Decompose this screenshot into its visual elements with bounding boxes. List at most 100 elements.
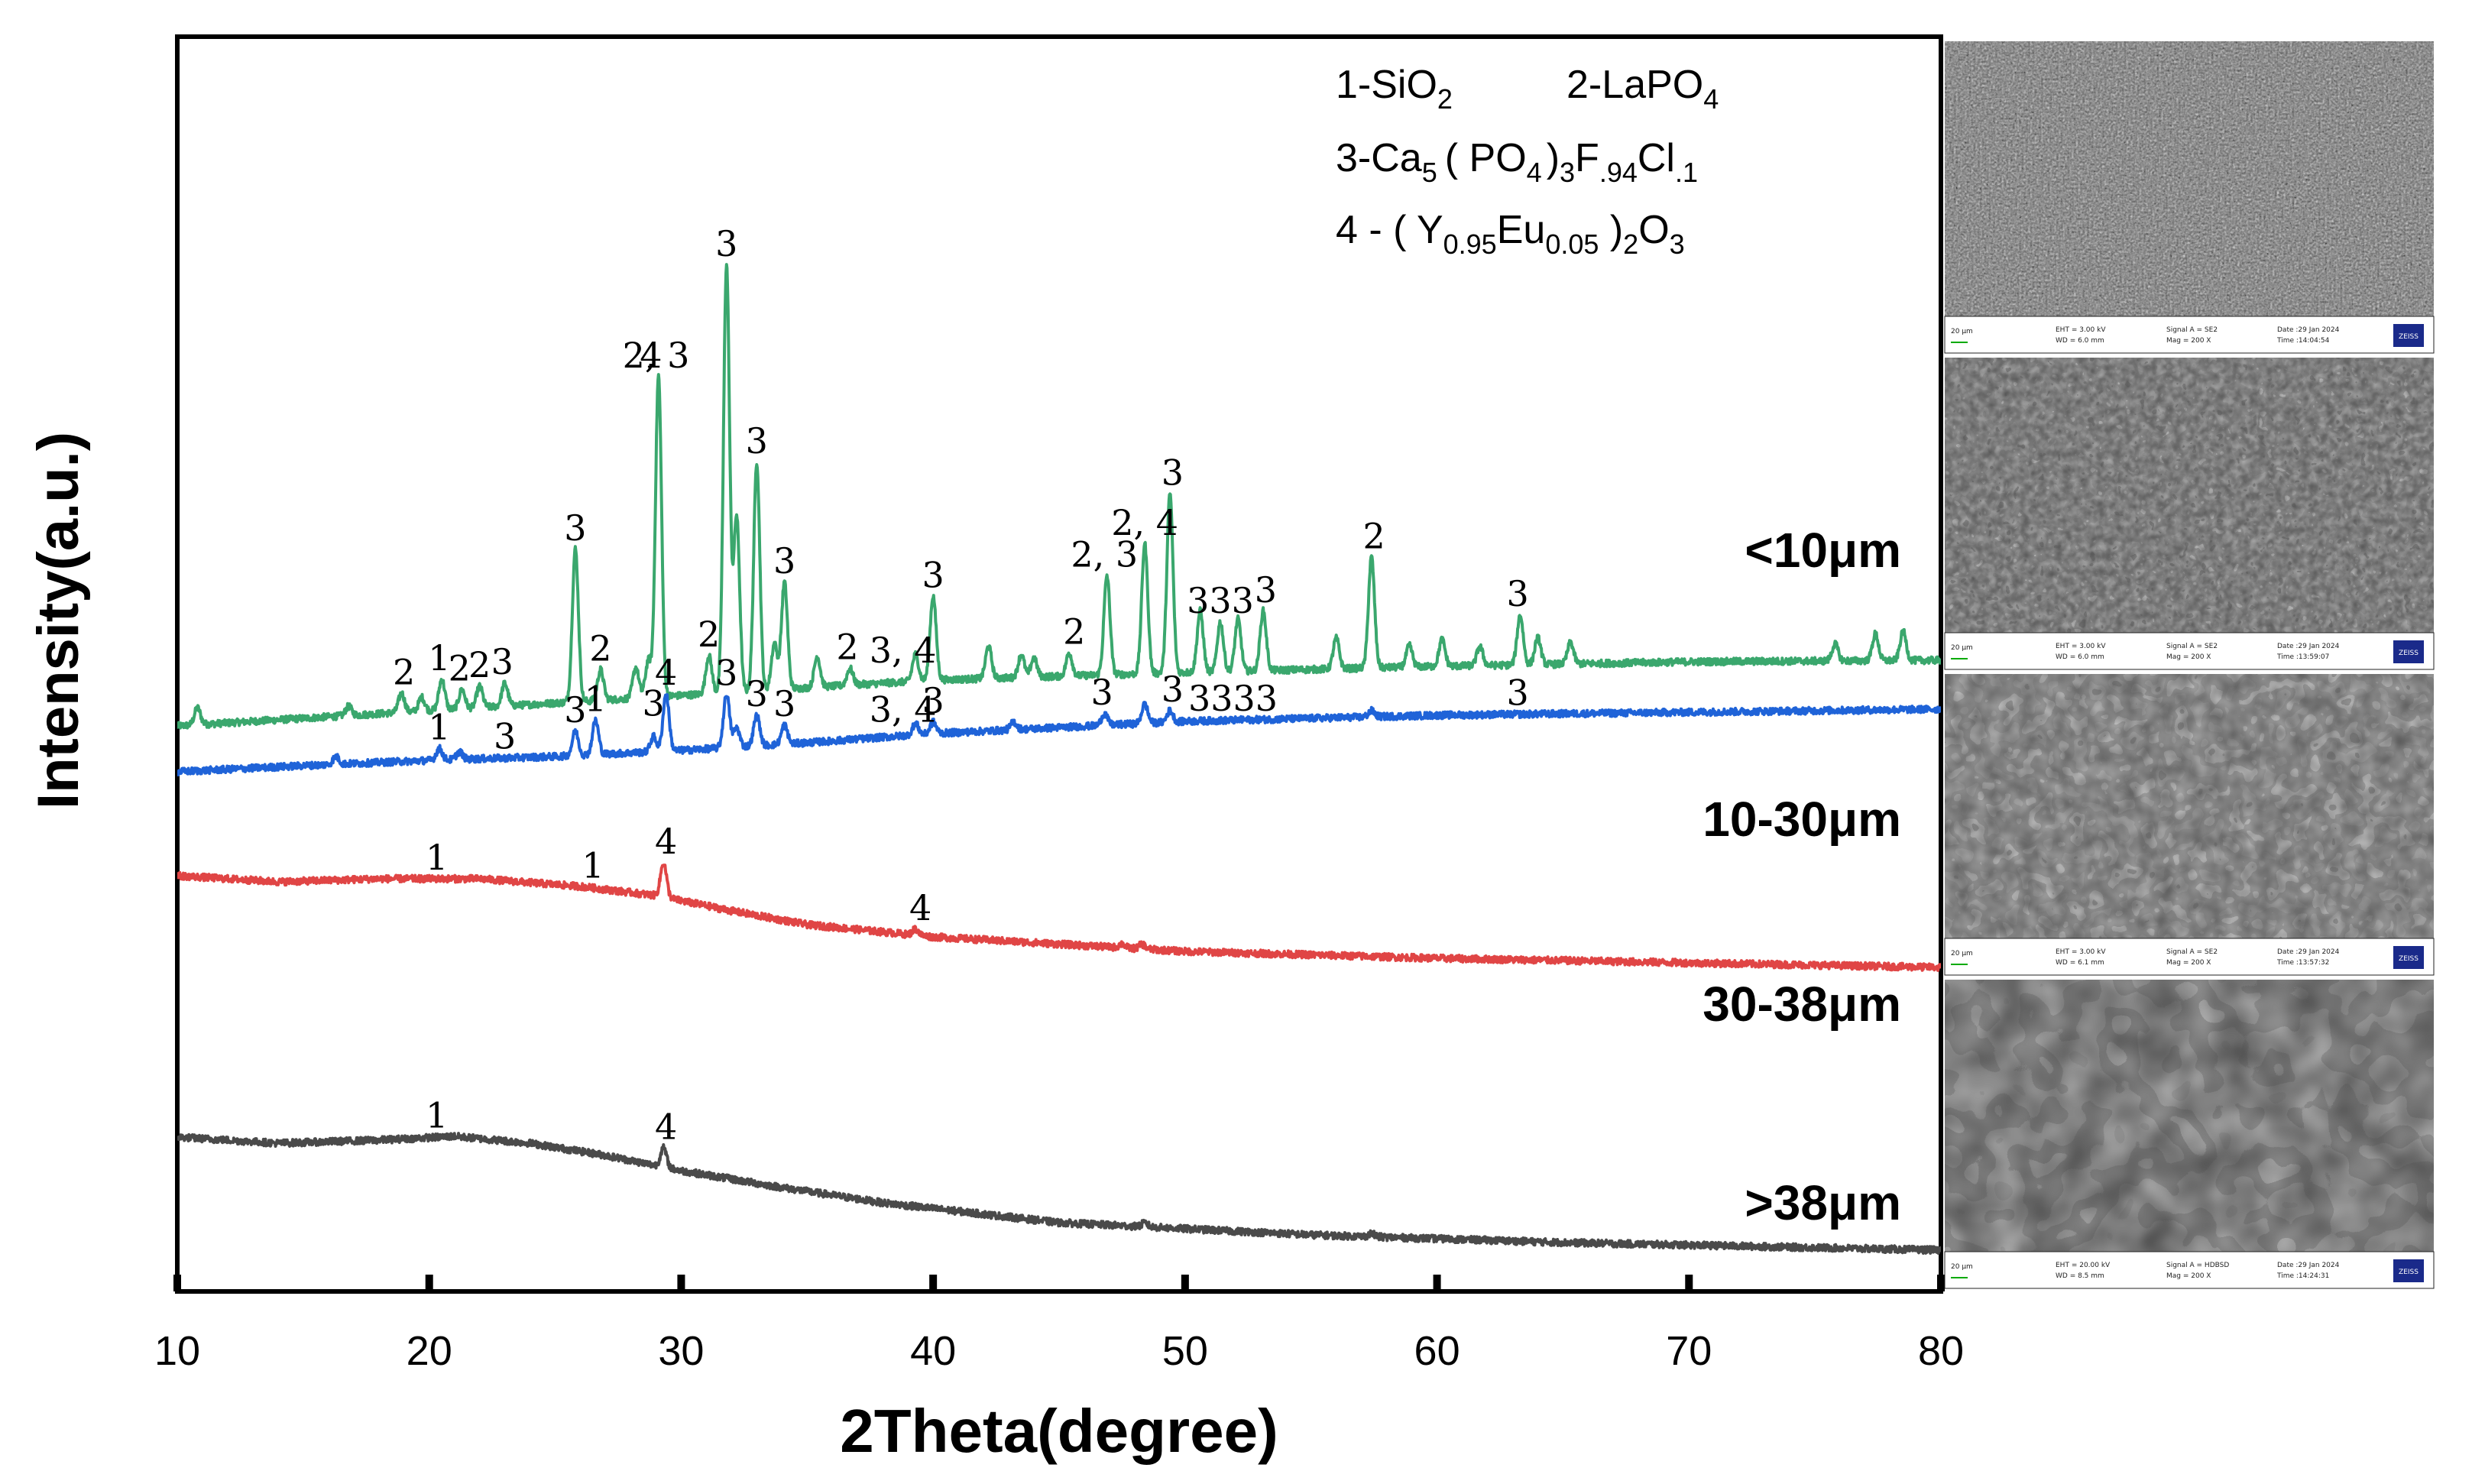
sem-panel-3: 20 µm EHT = 3.00 kV WD = 6.1 mm Signal A… [1944, 674, 2435, 976]
svg-text:WD = 6.0 mm: WD = 6.0 mm [2056, 653, 2104, 661]
peak-label: 3 [1506, 573, 1528, 614]
svg-text:Time :13:57:32: Time :13:57:32 [2276, 959, 2329, 967]
peak-label: 2, 4 [1111, 502, 1178, 543]
peak-label: 1 [428, 707, 450, 748]
x-tick-label: 40 [910, 1328, 956, 1374]
peak-label: 2 [468, 644, 491, 685]
svg-text:Date :29 Jan 2024: Date :29 Jan 2024 [2277, 326, 2340, 334]
svg-text:Date :29 Jan 2024: Date :29 Jan 2024 [2277, 1262, 2340, 1269]
peak-label: 1 [426, 837, 448, 878]
svg-text:Mag = 200 X: Mag = 200 X [2166, 653, 2211, 661]
sem-panel-2: 20 µm EHT = 3.00 kV WD = 6.0 mm Signal A… [1944, 358, 2435, 670]
x-tick-label: 60 [1414, 1328, 1460, 1374]
peak-label: 1 [426, 1095, 448, 1136]
peak-label: 3 [564, 689, 586, 731]
peak-label: 3 [1161, 669, 1184, 710]
x-axis: 10 20 30 40 50 60 70 80 [154, 1275, 1964, 1374]
peak-label: 2 [589, 628, 611, 669]
peak-label: 3 [491, 641, 514, 682]
peak-label: 3 [1506, 672, 1528, 714]
peak-label: 1 [585, 679, 607, 720]
peak-label: 4 [640, 335, 662, 376]
svg-text:Date :29 Jan 2024: Date :29 Jan 2024 [2277, 948, 2340, 956]
peak-label: 4 [655, 652, 677, 693]
peak-label: 3 [773, 540, 795, 582]
zeiss-logo: ZEISS [2399, 1269, 2419, 1276]
svg-text:WD = 6.1 mm: WD = 6.1 mm [2056, 959, 2104, 967]
peak-label: 3 [773, 683, 795, 724]
series-name-1: <10μm [1745, 523, 1901, 578]
series-line-3 [177, 864, 1941, 972]
svg-text:Mag = 200 X: Mag = 200 X [2166, 959, 2211, 967]
svg-text:EHT = 3.00 kV: EHT = 3.00 kV [2056, 948, 2106, 956]
zeiss-logo: ZEISS [2399, 650, 2419, 657]
svg-text:EHT = 3.00 kV: EHT = 3.00 kV [2056, 643, 2106, 650]
svg-text:EHT = 3.00 kV: EHT = 3.00 kV [2056, 326, 2106, 334]
svg-text:WD = 6.0 mm: WD = 6.0 mm [2056, 337, 2104, 345]
legend-entry-sio2: 1-SiO2 [1336, 63, 1453, 115]
peak-label: 4 [909, 887, 931, 928]
svg-text:Time :14:24:31: Time :14:24:31 [2276, 1272, 2329, 1280]
zeiss-logo: ZEISS [2399, 333, 2419, 341]
svg-text:Time :14:04:54: Time :14:04:54 [2276, 337, 2330, 345]
peak-label: 3, 4 [870, 689, 937, 731]
svg-text:20 µm: 20 µm [1951, 328, 1973, 335]
peak-label: 4 [655, 1106, 677, 1147]
peak-label: 3 [494, 716, 516, 757]
svg-text:Signal A = HDBSD: Signal A = HDBSD [2166, 1262, 2229, 1269]
series-name-3: 30-38μm [1703, 977, 1901, 1032]
peak-label: 3, 4 [870, 630, 937, 671]
legend-entry-apatite: 3-Ca5( PO4)3F.94Cl.1 [1336, 136, 1698, 188]
series-name-group: <10μm 10-30μm 30-38μm >38μm [1703, 523, 1901, 1230]
legend-entry-yttria: 4 - ( Y0.95Eu0.05 )2O3 [1336, 208, 1685, 260]
peak-label: 2 [1362, 516, 1385, 557]
peak-label: 3 [922, 680, 944, 721]
series-name-4: >38μm [1745, 1175, 1901, 1230]
legend-entry-lapo4: 2-LaPO4 [1566, 63, 1719, 115]
series-group [177, 263, 1941, 1255]
x-tick-label: 20 [407, 1328, 452, 1374]
peak-label: 3 [746, 673, 768, 714]
peak-label: 3 [715, 653, 737, 694]
svg-text:20 µm: 20 µm [1951, 644, 1973, 652]
peak-label: 3 [922, 554, 944, 595]
svg-text:Mag = 200 X: Mag = 200 X [2166, 337, 2211, 345]
svg-text:Signal A = SE2: Signal A = SE2 [2166, 326, 2218, 334]
svg-text:Signal A = SE2: Signal A = SE2 [2166, 948, 2218, 956]
svg-text:EHT = 20.00 kV: EHT = 20.00 kV [2056, 1262, 2111, 1269]
peak-label: 3 [1255, 569, 1277, 611]
zeiss-logo: ZEISS [2399, 955, 2419, 963]
svg-text:20 µm: 20 µm [1951, 1263, 1973, 1271]
x-tick-label: 70 [1666, 1328, 1712, 1374]
x-tick-label: 50 [1162, 1328, 1208, 1374]
svg-text:Time :13:59:07: Time :13:59:07 [2276, 653, 2329, 661]
peak-label: 3 [1161, 452, 1184, 493]
peak-label: 2 [393, 651, 415, 692]
peak-label: 3 [746, 420, 768, 462]
svg-text:WD = 8.5 mm: WD = 8.5 mm [2056, 1272, 2104, 1280]
peak-label: 333 [1187, 580, 1254, 621]
sem-panel-column: 20 µm EHT = 3.00 kV WD = 6.0 mm Signal A… [1944, 41, 2435, 1289]
series-line-1 [177, 263, 1941, 730]
peak-label: 2 [1063, 611, 1085, 653]
x-axis-title: 2Theta(degree) [840, 1397, 1278, 1465]
sem-panel-4: 20 µm EHT = 20.00 kV WD = 8.5 mm Signal … [1944, 980, 2435, 1289]
peak-label: 3 [643, 683, 665, 724]
svg-text:Date :29 Jan 2024: Date :29 Jan 2024 [2277, 643, 2340, 650]
series-line-2 [177, 693, 1941, 776]
series-line-4 [177, 1132, 1941, 1255]
x-tick-label: 80 [1918, 1328, 1964, 1374]
peak-label: 3 [715, 223, 737, 264]
peak-label: 2, 3 [623, 335, 690, 376]
peak-label: 3333 [1188, 678, 1278, 719]
x-tick-label: 10 [154, 1328, 200, 1374]
peak-label: 2 [836, 627, 858, 668]
svg-text:Signal A = SE2: Signal A = SE2 [2166, 643, 2218, 650]
svg-text:Mag = 200 X: Mag = 200 X [2166, 1272, 2211, 1280]
peak-label: 1 [428, 637, 450, 679]
peak-label: 2, 3 [1071, 534, 1138, 575]
peak-label: 2 [698, 614, 720, 655]
series-name-2: 10-30μm [1703, 792, 1901, 847]
